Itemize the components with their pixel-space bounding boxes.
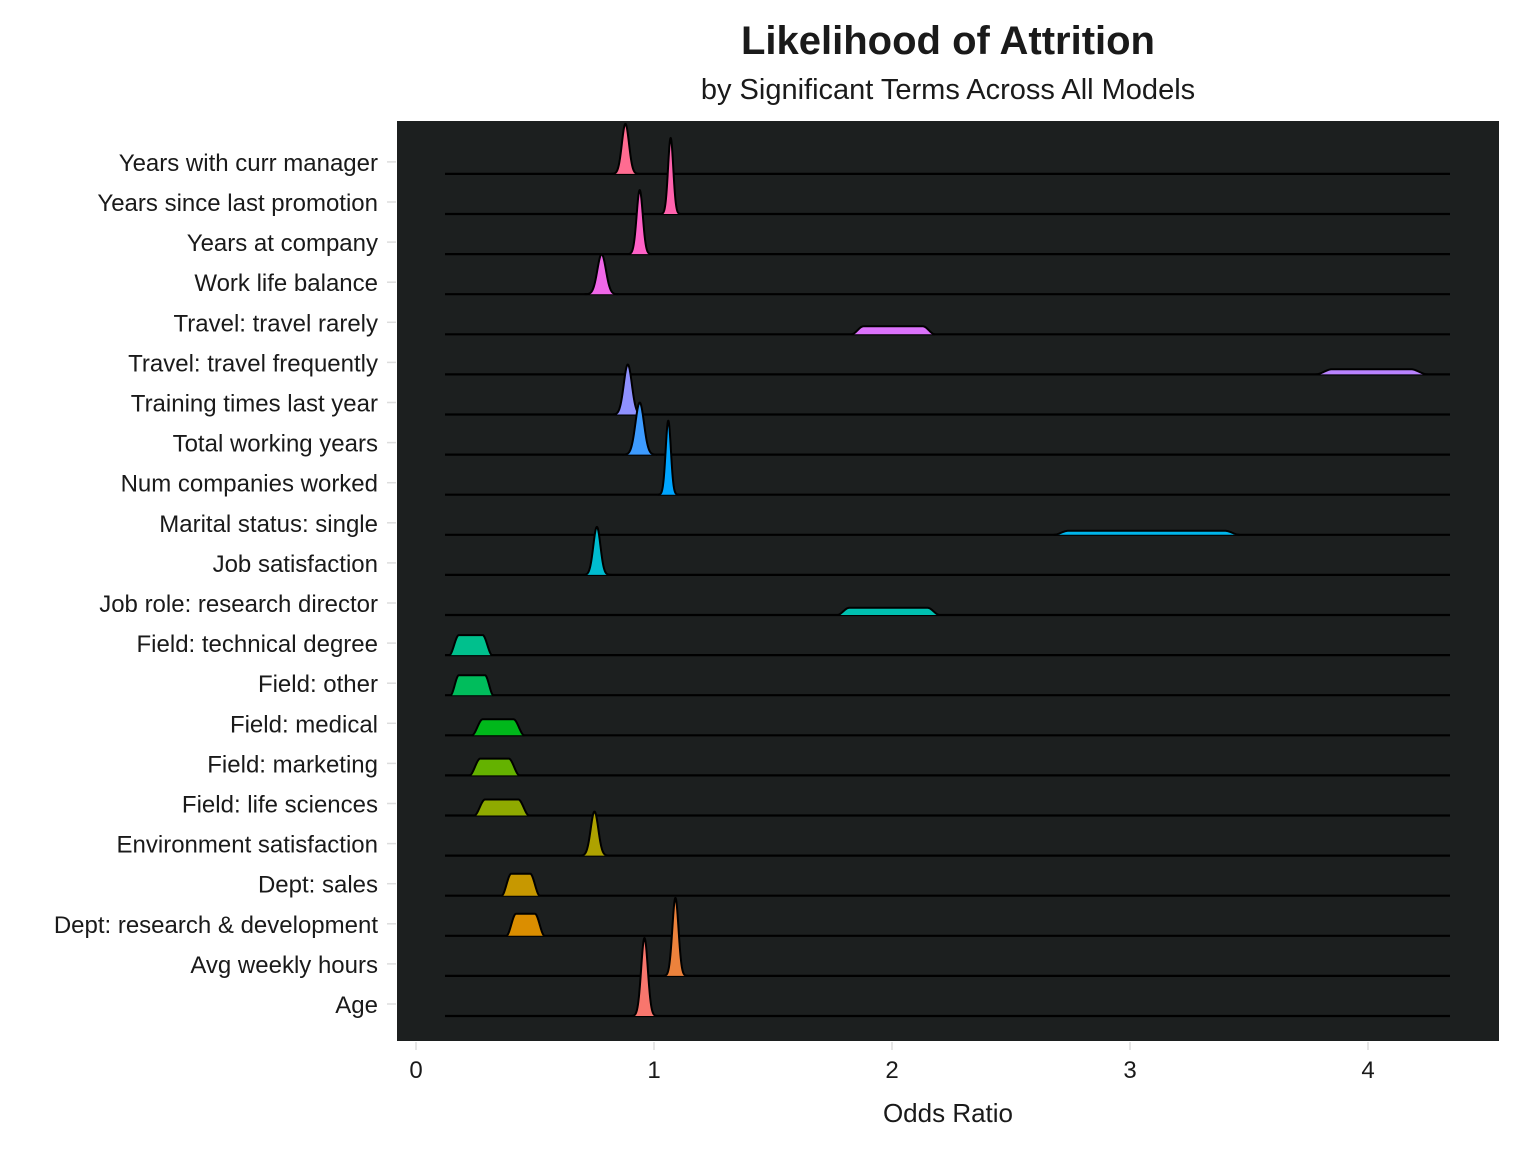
y-tick-label: Dept: sales — [258, 872, 378, 899]
density-outline-travel-travel-rarely — [851, 325, 935, 336]
density-job-satisfaction — [582, 526, 612, 575]
density-outline-marital-status-single — [1053, 529, 1240, 536]
density-field-marketing — [469, 758, 520, 776]
ridge-row-years-with-curr-manager — [445, 122, 1450, 175]
chart-subtitle: by Significant Terms Across All Models — [701, 74, 1195, 106]
density-outline-field-technical-degree — [449, 634, 493, 657]
ridge-row-num-companies-worked — [445, 419, 1450, 496]
ridge-row-field-technical-degree — [445, 634, 1450, 657]
density-outline-field-life-sciences — [474, 798, 530, 817]
y-tick-label: Field: other — [258, 671, 378, 698]
density-years-since-last-promotion — [660, 138, 682, 214]
y-tick-label: Field: life sciences — [182, 792, 378, 819]
y-tick-label: Dept: research & development — [54, 912, 379, 939]
y-tick-label: Work life balance — [194, 270, 378, 297]
density-total-working-years — [622, 402, 657, 455]
y-tick-label: Field: marketing — [207, 751, 378, 778]
y-tick-label: Job satisfaction — [213, 551, 378, 578]
density-outline-years-at-company — [627, 189, 653, 256]
ridge-row-field-marketing — [445, 757, 1450, 777]
density-field-medical — [471, 719, 525, 736]
y-tick-label: Avg weekly hours — [190, 952, 378, 979]
x-axis-title: Odds Ratio — [883, 1098, 1013, 1128]
x-tick-label: 2 — [885, 1057, 898, 1084]
density-outline-work-life-balance — [584, 253, 619, 296]
density-travel-travel-rarely — [851, 326, 935, 335]
y-tick-label: Job role: research director — [99, 591, 378, 618]
x-tick-label: 0 — [409, 1057, 422, 1084]
y-tick-label: Years at company — [187, 230, 378, 257]
ridge-row-field-medical — [445, 718, 1450, 737]
density-outline-dept-sales — [501, 872, 540, 897]
ridge-row-job-role-research-director — [445, 606, 1450, 617]
density-outline-dept-research-development — [506, 912, 545, 937]
density-field-other — [450, 675, 494, 696]
ridge-row-total-working-years — [445, 401, 1450, 456]
y-tick-label: Years with curr manager — [119, 150, 378, 177]
density-outline-years-with-curr-manager — [611, 122, 640, 175]
ridge-row-field-life-sciences — [445, 798, 1450, 817]
density-num-companies-worked — [657, 420, 679, 495]
density-field-life-sciences — [474, 799, 530, 816]
density-job-role-research-director — [837, 607, 940, 615]
y-tick-label: Years since last promotion — [97, 190, 378, 217]
density-outline-job-satisfaction — [582, 525, 612, 576]
y-tick-label: Field: technical degree — [137, 631, 378, 658]
density-dept-research-development — [506, 913, 545, 936]
ridge-row-field-other — [445, 674, 1450, 697]
y-tick-label: Training times last year — [131, 391, 378, 418]
density-outline-environment-satisfaction — [579, 810, 610, 857]
x-axis: 0 1 2 3 4 — [409, 1042, 1375, 1084]
y-tick-label: Num companies worked — [121, 471, 378, 498]
ridge-row-years-at-company — [445, 189, 1450, 256]
ridge-row-marital-status-single — [445, 529, 1450, 536]
density-years-with-curr-manager — [611, 123, 640, 174]
ridge-row-dept-sales — [445, 872, 1450, 897]
density-training-times-last-year — [611, 364, 644, 415]
plot-panel — [397, 121, 1499, 1041]
ridge-row-years-since-last-promotion — [445, 136, 1450, 216]
y-tick-label: Environment satisfaction — [117, 832, 378, 859]
density-outline-years-since-last-promotion — [660, 136, 682, 215]
y-tick-label: Marital status: single — [159, 511, 378, 538]
density-dept-sales — [501, 873, 540, 896]
density-outline-travel-travel-frequently — [1315, 368, 1428, 376]
x-tick-label: 1 — [647, 1057, 660, 1084]
ridge-row-travel-travel-frequently — [445, 368, 1450, 376]
y-tick-label: Field: medical — [230, 711, 378, 738]
ridge-row-dept-research-development — [445, 912, 1450, 937]
ridge-row-avg-weekly-hours — [445, 896, 1450, 978]
density-outline-field-marketing — [469, 757, 520, 777]
chart-title: Likelihood of Attrition — [741, 19, 1155, 63]
ridge-row-work-life-balance — [445, 253, 1450, 296]
ridges-group — [445, 122, 1450, 1018]
density-years-at-company — [627, 190, 653, 255]
x-tick-label: 4 — [1361, 1057, 1374, 1084]
density-work-life-balance — [584, 254, 619, 295]
density-outline-num-companies-worked — [657, 419, 679, 496]
density-outline-total-working-years — [622, 401, 657, 456]
density-outline-job-role-research-director — [837, 606, 940, 616]
density-avg-weekly-hours — [663, 897, 688, 976]
y-tick-label: Total working years — [173, 431, 378, 458]
density-outline-field-medical — [471, 718, 525, 737]
y-axis: Years with curr manager Years since last … — [54, 150, 396, 1019]
y-tick-label: Age — [335, 992, 378, 1019]
y-tick-label: Travel: travel frequently — [128, 350, 378, 377]
y-tick-label: Travel: travel rarely — [174, 310, 379, 337]
density-outline-avg-weekly-hours — [663, 896, 688, 977]
x-tick-label: 3 — [1123, 1057, 1136, 1084]
density-outline-age — [631, 936, 658, 1017]
density-travel-travel-frequently — [1315, 369, 1428, 375]
ridge-row-job-satisfaction — [445, 525, 1450, 577]
ridge-row-travel-travel-rarely — [445, 325, 1450, 336]
density-outline-field-other — [450, 674, 494, 697]
ridge-row-environment-satisfaction — [445, 810, 1450, 857]
density-age — [631, 938, 658, 1016]
ridge-row-age — [445, 936, 1450, 1018]
density-field-technical-degree — [449, 635, 493, 656]
density-environment-satisfaction — [579, 811, 610, 856]
